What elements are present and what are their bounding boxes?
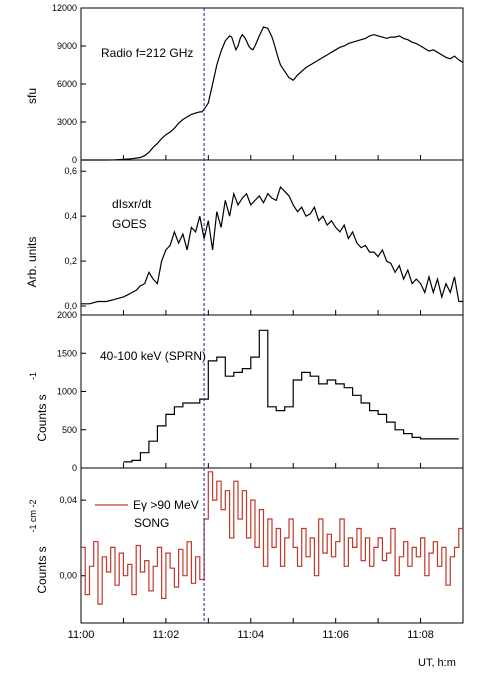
ytick-label: 0,0 [64,301,77,311]
xtick-label: 11:08 [407,629,434,641]
ytick-label: 0,2 [64,256,77,266]
panel-song: Eγ >90 MeV SONG Counts s -1 cm -2 0,00 0,… [28,467,464,624]
ytick-label: 0 [72,463,77,473]
annotation-song: SONG [134,516,169,530]
panel-goes: dIsxr/dt GOES Arb. units 0,0 0,2 0,4 0,6 [25,159,464,316]
series-line [123,329,459,463]
panel-frame-goes [80,159,464,316]
ytick-label: 0,6 [64,166,77,176]
ytick-label: 6000 [57,79,77,89]
annotation-radio: Radio f=212 GHz [101,46,193,60]
panel-sprn: 40-100 keV (SPRN) Counts s -1 0 500 1000 15… [28,310,464,473]
annotation-goes-line1: dIsxr/dt [112,197,152,211]
legend-label-song: Eγ >90 MeV [133,498,199,512]
ytick-label: 3000 [57,117,77,127]
panel-frame-sprn [80,314,464,469]
x-axis-label: UT, h:m [418,657,456,669]
ytick-label: 9000 [57,41,77,51]
ylabel-sprn: Counts s [35,394,49,441]
xtick-label: 11:06 [322,629,349,641]
series-line [81,26,464,161]
series-line [81,185,463,305]
series-line [81,471,463,605]
ylabel-radio: sfu [25,88,39,104]
ylabel-sup-sprn: -1 [28,372,38,380]
ylabel-goes: Arb. units [25,237,39,288]
panel-frame-song [80,467,464,624]
annotation-goes-line2: GOES [112,217,147,231]
annotation-sprn: 40-100 keV (SPRN) [100,349,206,363]
ytick-label: 2000 [57,310,77,320]
ytick-label: 0,4 [64,211,77,221]
ytick-label: 1000 [57,387,77,397]
ytick-label: 0 [72,155,77,165]
ylabel-sup-song: -1 cm -2 [28,499,38,532]
xtick-label: 11:04 [237,629,264,641]
ytick-label: 12000 [52,3,77,13]
panel-radio: Radio f=212 GHz sfu 0 3000 6000 9000 12000 [25,3,464,165]
ytick-label: 1500 [57,348,77,358]
ylabel-song: Counts s [35,546,49,593]
ytick-label: 0,00 [59,571,77,581]
ytick-label: 0,04 [59,495,77,505]
ytick-label: 500 [62,425,77,435]
panel-frame-radio [80,7,464,161]
xtick-label: 11:02 [153,629,180,641]
xtick-label: 11:00 [68,629,95,641]
